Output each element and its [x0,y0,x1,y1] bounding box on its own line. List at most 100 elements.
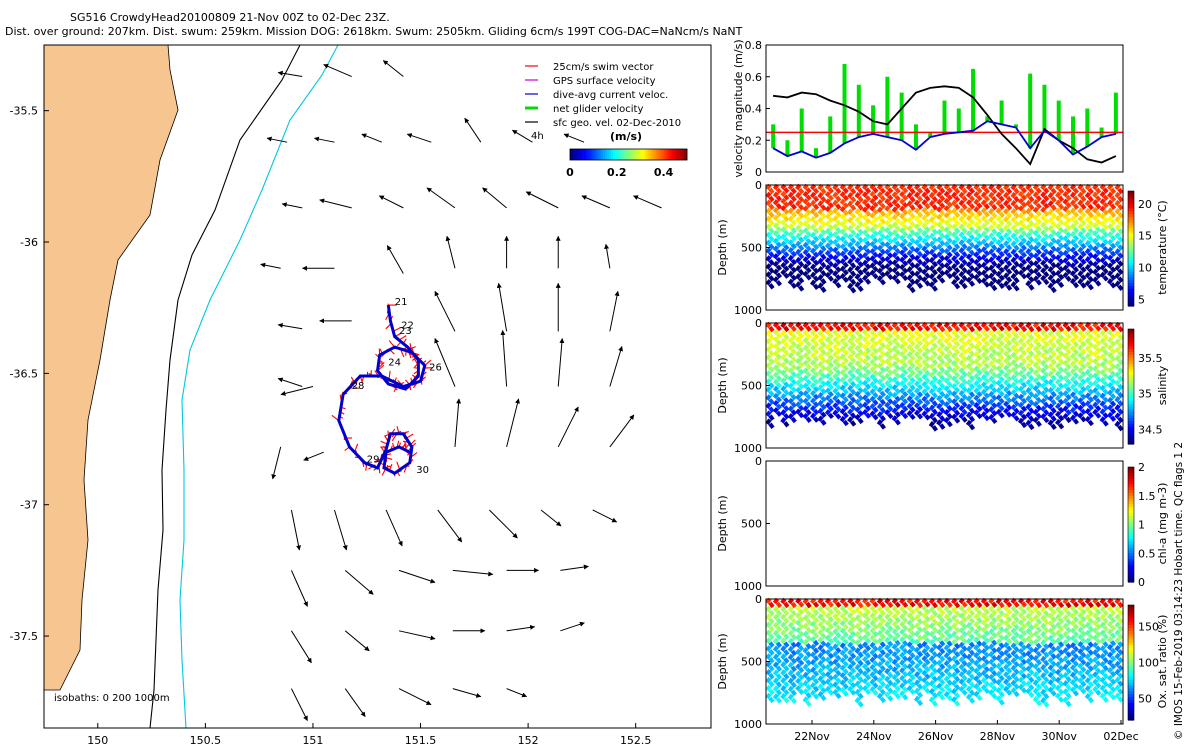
profile-segment [1032,614,1039,621]
colorbar-cell [634,149,637,160]
current-vector [464,117,482,143]
profile-segment [884,219,891,226]
profile-segment [795,386,802,393]
profile-segment [980,597,987,604]
profile-segment [879,609,886,617]
profile-segment [976,339,983,347]
profile-segment [936,370,943,378]
profile-segment [802,352,809,359]
profile-segment [884,394,891,401]
profile-segment [869,219,876,226]
profile-segment [924,195,931,202]
profile-segment [864,339,872,347]
profile-segment [1065,363,1072,370]
colorbar-cell [1128,372,1134,376]
profile-segment [1069,406,1077,414]
colorbar-tick-label: 1 [1138,519,1145,532]
colorbar-cell [1128,234,1134,238]
profile-segment [899,605,906,612]
profile-segment [864,332,872,339]
profile-segment [965,237,973,245]
profile-segment [891,376,898,383]
profile-segment [951,606,958,613]
profile-segment [936,411,943,418]
profile-segment [1072,211,1080,218]
profile-segment [1050,631,1057,638]
profile-segment [936,644,943,651]
profile-segment [839,634,846,642]
profile-segment [1047,634,1054,641]
profile-segment [847,353,854,360]
profile-segment [1072,266,1080,273]
profile-segment [857,684,864,691]
profile-segment [798,195,805,203]
current-vector [277,377,303,387]
profile-segment [1006,667,1013,674]
profile-segment [1003,649,1010,656]
profile-segment [765,597,772,605]
profile-segment [1102,388,1109,396]
colorbar-cell [620,149,623,160]
profile-segment [998,243,1005,250]
profile-segment [839,220,846,228]
profile-segment [765,661,772,668]
profile-segment [768,243,775,250]
colorbar-cell [1128,564,1134,569]
profile-segment [850,341,857,348]
profile-segment [946,663,953,671]
profile-segment [787,183,794,191]
profile-segment [768,341,775,349]
profile-segment [1043,409,1050,416]
profile-segment [879,195,886,202]
profile-segment [924,622,931,630]
profile-segment [891,191,898,198]
profile-segment [839,408,846,415]
profile-segment [899,183,906,190]
profile-segment [991,685,998,692]
profile-segment [884,644,891,651]
profile-segment [976,369,983,376]
current-vector [525,191,559,209]
profile-segment [936,346,943,353]
profile-segment [894,670,901,677]
profile-segment [798,608,805,615]
profile-segment [931,659,938,666]
y-tick-label: 0.4 [745,103,763,116]
profile-segment [869,619,876,627]
profile-segment [1062,344,1069,351]
profile-segment [861,612,869,619]
profile-segment [805,209,812,216]
profile-segment [876,244,883,252]
profile-segment [783,421,790,428]
profile-segment [839,329,846,336]
profile-segment [847,369,854,376]
profile-segment [768,325,775,333]
profile-segment [775,641,783,648]
profile-segment [861,401,869,408]
profile-segment [780,219,787,226]
profile-segment [1106,231,1114,238]
profile-segment [835,242,842,250]
profile-segment [1109,219,1117,226]
profile-segment [798,285,805,292]
profile-segment [772,653,780,660]
profile-segment [820,380,827,387]
profile-segment [1087,211,1094,219]
profile-segment [850,286,857,294]
legend-entry: 25cm/s swim vector [553,62,654,73]
profile-segment [787,254,794,262]
profile-segment [1047,664,1054,671]
profile-segment [916,683,924,690]
profile-segment [817,683,824,690]
profile-segment [1095,405,1102,412]
profile-segment [921,321,928,328]
profile-segment [1020,637,1028,644]
profile-segment [1010,634,1017,642]
profile-segment [1062,688,1069,695]
profile-segment [939,423,946,430]
profile-segment [1087,235,1094,243]
current-vector [454,398,462,447]
profile-segment [802,321,809,329]
profile-segment [906,677,913,685]
profile-segment [1072,645,1079,653]
